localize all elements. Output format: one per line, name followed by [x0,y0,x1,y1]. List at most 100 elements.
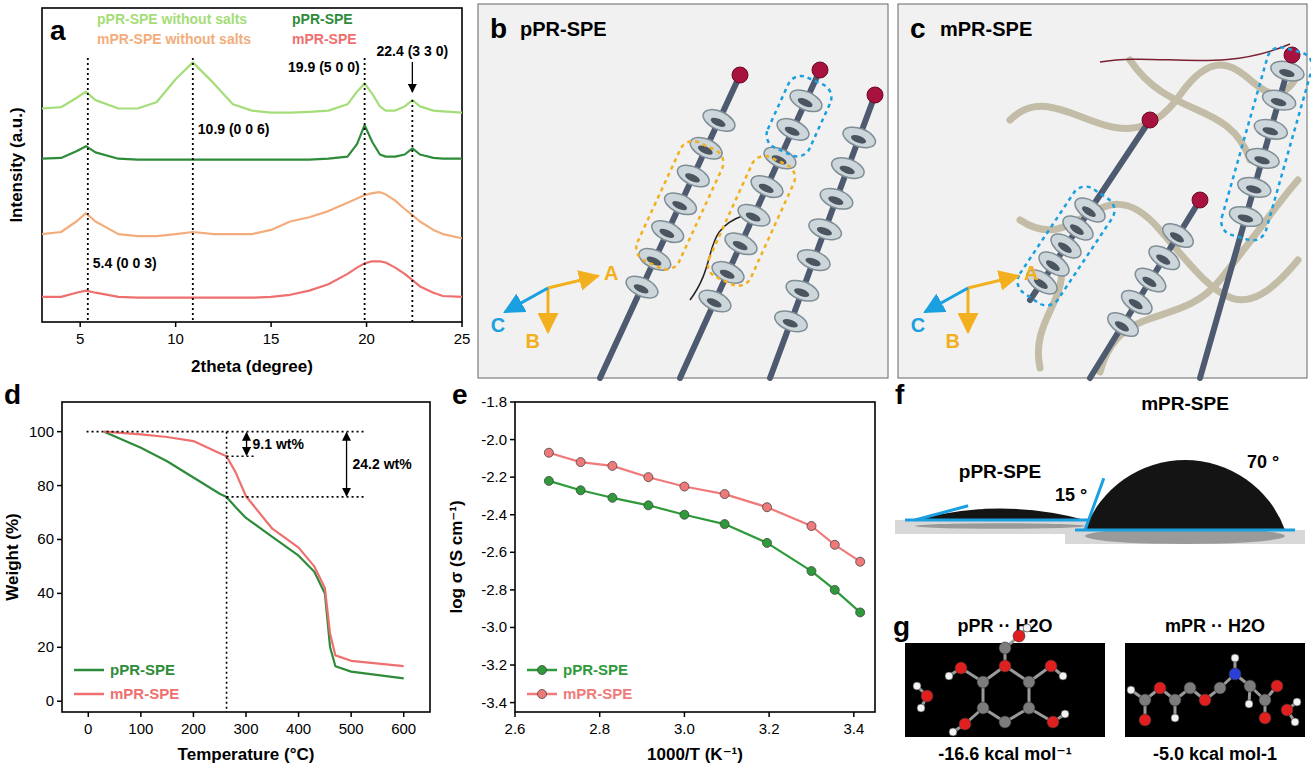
atom [1023,702,1035,714]
y-tick [510,664,515,666]
atom [1244,680,1256,692]
y-tick [510,552,515,554]
tangent-line [915,506,968,520]
ring [761,143,799,173]
y-tick-label: 40 [37,584,54,601]
ring [1159,219,1197,252]
render-box [1125,643,1305,737]
peak-label: 19.9 (5 0 0) [288,59,360,75]
ring [722,229,760,259]
stopper [1192,192,1208,208]
axle [1200,55,1292,378]
x-tick [298,712,300,717]
ring-hole [816,225,833,237]
x-tick-label: 500 [339,720,364,737]
ring [1227,203,1265,230]
drop-title: pPR-SPE [959,461,1041,482]
ring-outer [787,86,825,116]
x-tick-label: 3.0 [674,720,695,737]
x-tick-label: 5 [76,330,84,347]
atom [977,702,989,714]
ring-hole [684,171,701,184]
plot-frame [515,402,875,712]
ring-outer [623,272,661,303]
y-tick [57,647,62,649]
y-tick [510,476,515,478]
x-tick [768,712,770,717]
ring-hole [1080,204,1097,219]
ring-hole [709,116,726,129]
y-tick [57,485,62,487]
peak-guide [87,58,89,322]
y-tick-label: -3.0 [481,618,507,635]
ring-outer [1227,203,1265,230]
ring [735,200,773,230]
x-tick [193,712,195,717]
x-axis-title: 2theta (degree) [191,357,313,376]
difference-label: 9.1 wt% [253,436,305,452]
ring-hole [783,125,800,138]
drop-reflection [915,523,1085,529]
binding-energy: -5.0 kcal mol-1 [1153,744,1277,764]
ring-hole [1237,213,1254,224]
legend-entry: mPR-SPE [563,685,632,702]
chain [1100,44,1290,62]
complex-title: pPR ·· H2O [957,616,1052,636]
series-line [549,481,860,613]
y-tick [57,431,62,433]
legend-marker [538,666,547,675]
data-point [720,520,729,529]
ring-outer [774,114,812,144]
x-tick [599,712,601,717]
ring [696,286,734,316]
diagram-panel: cmPR-SPEABC [898,4,1311,378]
difference-arrow [346,433,347,496]
plot-frame [62,402,430,712]
ring-outer [700,105,738,136]
ring [661,188,699,219]
atom [1169,694,1181,706]
chart-panel: 5101520252theta (degree)Intensity (a.u.)… [7,8,470,376]
stopper [812,62,828,78]
series-group [42,62,462,297]
highlight-box [703,152,799,291]
chart-panel: 2.62.83.03.23.4-3.4-3.2-3.0-2.8-2.6-2.4-… [447,379,875,764]
peak-label: 22.4 (3 3 0) [377,43,449,59]
x-tick-label: 15 [263,330,280,347]
plot-frame [42,8,462,322]
ring [687,133,725,164]
data-point [608,461,617,470]
ring-hole [1278,68,1295,79]
atom [945,672,953,680]
contact-angle-panel: fpPR-SPE15 °mPR-SPE70 ° [895,379,1305,544]
chart-panel: 0100200300400500600020406080100Temperatu… [3,379,430,764]
axis-label: C [911,314,925,336]
diagram-frame [478,4,888,378]
ring-outer [806,215,844,244]
peak-arrow [412,62,413,92]
render-box [905,643,1105,737]
ring [709,257,747,287]
ring [748,171,786,201]
ring [1260,87,1298,114]
legend-entry: pPR-SPE [110,661,175,678]
x-tick-label: 600 [391,720,416,737]
data-point [763,538,772,547]
atom [1184,682,1196,694]
x-tick [88,712,90,717]
polymer-ribbon [1130,60,1250,160]
peak-label: 10.9 (0 0 6) [198,121,270,137]
y-tick-label: -2.6 [481,543,507,560]
y-tick-label: -2.4 [481,506,507,523]
data-point [576,458,585,467]
x-tick-label: 400 [286,720,311,737]
atom [1229,668,1241,680]
guide-line [87,431,367,433]
ring-hole [850,133,867,145]
data-point [644,501,653,510]
ring-hole [1270,97,1287,108]
legend-entry: pPR-SPE [563,661,628,678]
ring-hole [782,317,799,329]
ring-outer [696,286,734,316]
ring [817,184,855,213]
